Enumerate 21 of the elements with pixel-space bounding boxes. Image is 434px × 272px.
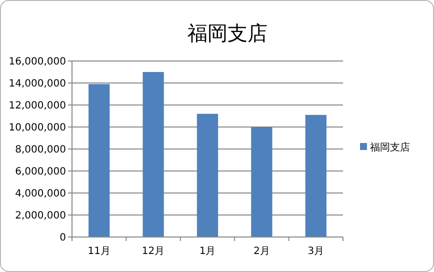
y-tick-label: 14,000,000 <box>8 78 66 90</box>
x-tick-label: 2月 <box>254 246 270 257</box>
y-tick-label: 4,000,000 <box>15 188 66 200</box>
y-tick-label: 10,000,000 <box>8 122 66 134</box>
y-tick-label: 0 <box>60 232 66 244</box>
y-tick-label: 6,000,000 <box>15 166 66 178</box>
bar <box>305 114 326 237</box>
bar <box>196 114 218 237</box>
bar <box>88 84 110 237</box>
y-tick-label: 12,000,000 <box>8 100 66 112</box>
bar <box>142 72 164 237</box>
x-tick-label: 11月 <box>88 246 110 257</box>
bar <box>251 127 272 237</box>
chart-title: 福岡支店 <box>188 21 268 45</box>
y-tick-label: 16,000,000 <box>8 56 66 68</box>
x-tick-label: 1月 <box>199 246 216 257</box>
y-tick-label: 2,000,000 <box>15 210 66 222</box>
x-tick-label: 12月 <box>142 246 165 257</box>
x-tick-label: 3月 <box>308 246 324 257</box>
y-tick-label: 8,000,000 <box>15 144 66 156</box>
legend-label: 福岡支店 <box>370 142 410 154</box>
